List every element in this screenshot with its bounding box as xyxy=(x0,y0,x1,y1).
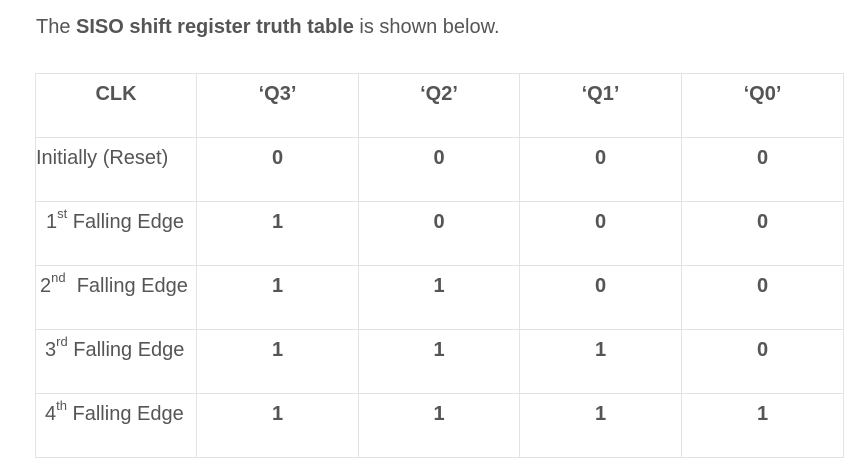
q2-cell: 0 xyxy=(358,201,520,266)
q0-cell: 0 xyxy=(681,329,844,394)
q2-cell: 1 xyxy=(358,393,520,458)
q0-cell: 0 xyxy=(681,137,844,202)
header-q2: ‘Q2’ xyxy=(358,73,520,138)
clk-label: Initially (Reset) xyxy=(36,147,169,169)
clk-cell: 4th Falling Edge xyxy=(35,393,197,458)
q2-cell: 1 xyxy=(358,265,520,330)
clk-ordinal-suffix: th xyxy=(56,398,67,414)
q0-cell: 0 xyxy=(681,201,844,266)
clk-cell: Initially (Reset) xyxy=(35,137,197,202)
q1-cell: 1 xyxy=(519,329,682,394)
q1-cell: 1 xyxy=(519,393,682,458)
table-row: 1st Falling Edge 1 0 0 0 xyxy=(35,201,844,266)
clk-label: Falling Edge xyxy=(65,275,188,297)
q3-cell: 1 xyxy=(196,393,359,458)
q1-cell: 0 xyxy=(519,265,682,330)
q3-cell: 1 xyxy=(196,265,359,330)
table-row: Initially (Reset) 0 0 0 0 xyxy=(35,137,844,202)
header-clk: CLK xyxy=(35,73,197,138)
q3-cell: 1 xyxy=(196,201,359,266)
clk-cell: 2nd Falling Edge xyxy=(35,265,197,330)
q0-cell: 0 xyxy=(681,265,844,330)
q3-cell: 1 xyxy=(196,329,359,394)
clk-ordinal-number: 1 xyxy=(46,211,58,233)
table-row: 2nd Falling Edge 1 1 0 0 xyxy=(35,265,844,330)
table-row: 3rd Falling Edge 1 1 1 0 xyxy=(35,329,844,394)
q2-cell: 1 xyxy=(358,329,520,394)
clk-ordinal-suffix: st xyxy=(57,206,68,222)
clk-label: Falling Edge xyxy=(67,211,184,233)
intro-suffix: is shown below. xyxy=(353,16,500,38)
q3-cell: 0 xyxy=(196,137,359,202)
truth-table: CLK ‘Q3’ ‘Q2’ ‘Q1’ ‘Q0’ Initially (Reset… xyxy=(35,73,844,458)
header-q1: ‘Q1’ xyxy=(519,73,682,138)
clk-label: Falling Edge xyxy=(67,339,185,361)
clk-label: Falling Edge xyxy=(66,403,184,425)
clk-ordinal-suffix: nd xyxy=(51,270,66,286)
intro-prefix: The xyxy=(36,16,77,38)
q2-cell: 0 xyxy=(358,137,520,202)
header-row: CLK ‘Q3’ ‘Q2’ ‘Q1’ ‘Q0’ xyxy=(35,73,844,138)
q0-cell: 1 xyxy=(681,393,844,458)
q1-cell: 0 xyxy=(519,201,682,266)
clk-ordinal-number: 4 xyxy=(45,403,57,425)
q1-cell: 0 xyxy=(519,137,682,202)
clk-cell: 1st Falling Edge xyxy=(35,201,197,266)
clk-ordinal-suffix: rd xyxy=(56,334,68,350)
table-row: 4th Falling Edge 1 1 1 1 xyxy=(35,393,844,458)
header-q0: ‘Q0’ xyxy=(681,73,844,138)
intro-paragraph: The SISO shift register truth table is s… xyxy=(36,14,500,40)
clk-cell: 3rd Falling Edge xyxy=(35,329,197,394)
clk-ordinal-number: 3 xyxy=(45,339,57,361)
header-q3: ‘Q3’ xyxy=(196,73,359,138)
intro-bold-term: SISO shift register truth table xyxy=(76,16,354,38)
clk-ordinal-number: 2 xyxy=(40,275,52,297)
